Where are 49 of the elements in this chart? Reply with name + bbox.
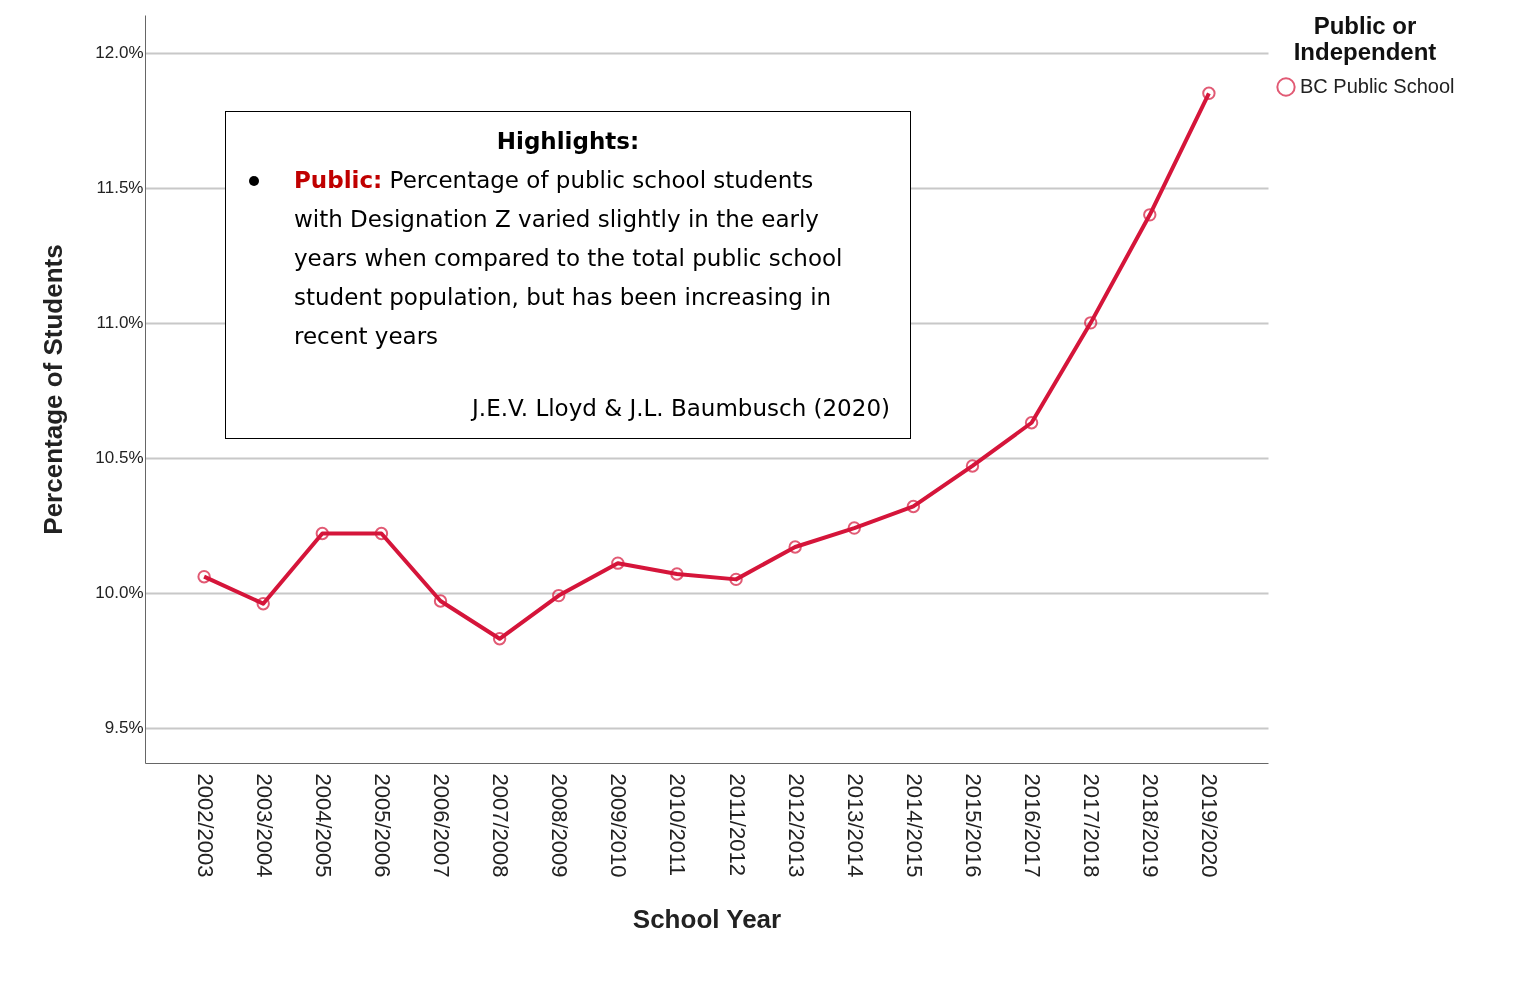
y-tick-label: 10.5% bbox=[95, 448, 144, 468]
point bbox=[729, 572, 743, 587]
x-tick-label: 2013/2014 bbox=[842, 773, 868, 878]
x-tick-label: 2015/2016 bbox=[960, 773, 986, 878]
point bbox=[965, 459, 980, 473]
point bbox=[315, 526, 330, 541]
x-tick-label: 2006/2007 bbox=[429, 773, 455, 878]
x-tick-label: 2011/2012 bbox=[724, 773, 750, 876]
point bbox=[552, 588, 566, 603]
point bbox=[433, 594, 448, 608]
x-tick-label: 2005/2006 bbox=[369, 773, 395, 878]
x-tick-label: 2018/2019 bbox=[1138, 773, 1164, 878]
x-tick-label: 2007/2008 bbox=[488, 773, 514, 878]
legend-title: Public or Independent bbox=[1293, 12, 1437, 65]
point bbox=[374, 526, 389, 541]
point bbox=[788, 540, 802, 554]
x-tick-label: 2014/2015 bbox=[901, 773, 927, 878]
x-tick-label: 2012/2013 bbox=[783, 773, 809, 878]
point bbox=[1024, 416, 1039, 430]
point bbox=[611, 556, 625, 570]
annotation: Highlights: bbox=[495, 127, 641, 156]
x-tick-label: 2008/2009 bbox=[547, 773, 573, 878]
x-tick-label: 2010/2011 bbox=[665, 773, 691, 876]
x-tick-label: 2019/2020 bbox=[1197, 773, 1223, 878]
x-tick-label: 2002/2003 bbox=[192, 773, 218, 878]
x-tick-label: 2017/2018 bbox=[1079, 773, 1105, 878]
point bbox=[670, 567, 684, 581]
point bbox=[197, 569, 211, 584]
y-tick-label: 10.0% bbox=[95, 583, 144, 603]
y-tick-label: 9.5% bbox=[104, 718, 144, 738]
legend-label: BC Public School bbox=[1300, 75, 1455, 97]
y-tick-label: 11.0% bbox=[96, 313, 144, 333]
point bbox=[256, 596, 270, 611]
x-tick-label: 2009/2010 bbox=[606, 773, 632, 878]
y-axis-title: Percentage of Students bbox=[38, 244, 69, 535]
y-tick-label: 12.0% bbox=[95, 43, 144, 63]
annotation: J.E.V. Lloyd & J.L. Baumbusch (2020) bbox=[469, 394, 890, 423]
point bbox=[847, 521, 861, 535]
x-tick-label: 2003/2004 bbox=[251, 773, 277, 878]
point bbox=[1143, 208, 1157, 222]
point bbox=[1202, 86, 1216, 100]
point bbox=[906, 499, 921, 514]
annotation: Public: bbox=[294, 167, 383, 193]
x-tick-label: 2004/2005 bbox=[310, 773, 336, 878]
y-tick-label: 11.5% bbox=[96, 178, 144, 198]
point bbox=[1083, 316, 1098, 330]
x-tick-label: 2016/2017 bbox=[1020, 773, 1046, 878]
x-axis-title: School Year bbox=[632, 904, 782, 935]
point bbox=[492, 632, 507, 646]
